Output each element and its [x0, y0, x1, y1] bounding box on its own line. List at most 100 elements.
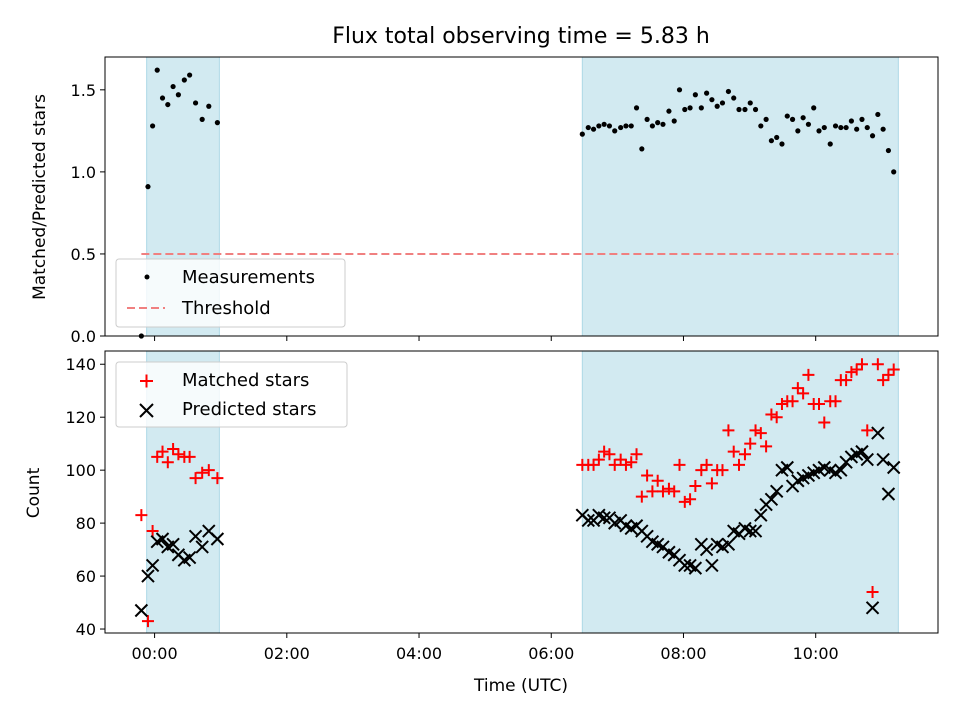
- measurement-point: [206, 103, 212, 109]
- predicted-point: [721, 537, 736, 552]
- measurement-point: [800, 115, 806, 121]
- measurement-point: [725, 88, 732, 95]
- x-tick-label-0: 00:00: [132, 644, 178, 663]
- predicted-point: [166, 537, 180, 552]
- matched-point: [146, 525, 159, 538]
- measurement-point: [869, 133, 876, 139]
- measurement-point: [816, 128, 822, 134]
- matched-point: [183, 450, 196, 463]
- measurement-point: [214, 120, 220, 126]
- y-tick-label-bottom-4: 120: [65, 408, 96, 427]
- predicted-point: [210, 532, 225, 546]
- measurement-point: [145, 184, 151, 190]
- legend-measurements-label: Measurements: [182, 267, 315, 288]
- measurement-point: [880, 126, 886, 132]
- matched-point: [189, 472, 202, 485]
- measurement-point: [596, 123, 602, 129]
- measurement-point: [774, 134, 780, 141]
- measurement-point: [644, 116, 650, 122]
- plot-frame-top: [104, 56, 939, 337]
- measurement-point: [579, 131, 585, 137]
- measurement-point: [752, 106, 759, 113]
- measurement-point: [864, 124, 870, 131]
- measurement-point: [827, 141, 833, 147]
- y-tick-label-bottom-2: 80: [76, 514, 96, 533]
- predicted-point: [860, 452, 874, 467]
- matched-point: [861, 424, 874, 437]
- legend-matched-marker: [140, 374, 153, 388]
- y-tick-label-top-1: 0.5: [71, 245, 96, 264]
- measurement-point: [763, 116, 769, 122]
- matched-point: [673, 458, 686, 471]
- matched-point: [829, 395, 842, 408]
- predicted-point: [195, 540, 209, 554]
- matched-point: [689, 480, 702, 493]
- x-axis-label: Time (UTC): [473, 676, 568, 696]
- axes-bottom: 00:00 02:00 04:00 06:00 08:00 10:00 40 60 80 100 1…: [65, 355, 838, 663]
- measurement-point: [655, 120, 661, 126]
- measurement-point: [606, 123, 613, 129]
- legend-measurements-marker: [144, 274, 150, 280]
- measurement-point: [633, 105, 640, 111]
- matched-point: [656, 485, 669, 498]
- matched-point: [738, 448, 751, 461]
- matched-point: [775, 397, 788, 410]
- measurement-point: [639, 146, 645, 152]
- predicted-point: [871, 426, 885, 440]
- measurement-point: [159, 95, 166, 101]
- matched-point: [635, 490, 648, 503]
- x-tick-label-3: 06:00: [528, 644, 574, 663]
- measurement-point: [612, 128, 618, 134]
- measurement-point: [165, 101, 171, 108]
- y-tick-label-bottom-1: 60: [76, 567, 96, 586]
- y-tick-label-bottom-0: 40: [76, 620, 96, 639]
- matched-point: [850, 363, 863, 376]
- measurement-point: [709, 97, 715, 103]
- measurement-point: [795, 128, 801, 134]
- matched-point: [641, 469, 654, 482]
- measurement-point: [660, 121, 666, 127]
- y-axis-label-top: Matched/Predicted stars: [30, 94, 50, 300]
- predicted-point: [678, 558, 692, 573]
- predicted-point: [743, 524, 757, 538]
- measurement-point: [698, 105, 704, 111]
- measurement-point: [736, 106, 742, 113]
- matched-point: [662, 482, 675, 495]
- y-tick-label-top-3: 1.5: [71, 81, 96, 100]
- matched-point: [592, 453, 605, 466]
- chart-title: Flux total observing time = 5.83 h: [332, 24, 710, 49]
- measurement-point: [875, 111, 881, 118]
- measurement-point: [838, 124, 844, 131]
- predicted-point: [855, 444, 869, 459]
- matched-point: [598, 445, 611, 458]
- measurement-point: [187, 72, 193, 78]
- matched-point: [813, 397, 825, 410]
- measurement-point: [885, 147, 892, 154]
- matched-point: [722, 424, 735, 437]
- matched-point: [700, 458, 713, 471]
- matched-point: [818, 416, 831, 429]
- matched-point: [887, 363, 900, 376]
- predicted-point: [881, 487, 896, 501]
- predicted-point: [145, 558, 160, 573]
- predicted-point: [182, 550, 197, 565]
- measurement-point: [704, 90, 710, 96]
- measurement-point: [821, 124, 827, 131]
- predicted-point: [188, 529, 203, 544]
- measurement-point: [666, 108, 672, 114]
- measurement-point: [891, 169, 897, 175]
- matched-point: [727, 445, 740, 458]
- y-tick-label-bottom-3: 100: [65, 461, 96, 480]
- predicted-point: [748, 524, 763, 538]
- matched-point: [668, 485, 681, 498]
- series-bottom: [134, 358, 901, 628]
- measurement-point: [854, 126, 860, 132]
- matched-point: [196, 466, 209, 479]
- matched-point: [161, 456, 174, 469]
- matched-point: [754, 427, 767, 440]
- measurement-point: [676, 87, 683, 93]
- panel-counts: 00:00 02:00 04:00 06:00 08:00 10:00 40 60 80 100 1…: [24, 350, 939, 696]
- matched-point: [733, 458, 746, 471]
- predicted-point: [705, 558, 719, 573]
- measurement-point: [758, 123, 764, 129]
